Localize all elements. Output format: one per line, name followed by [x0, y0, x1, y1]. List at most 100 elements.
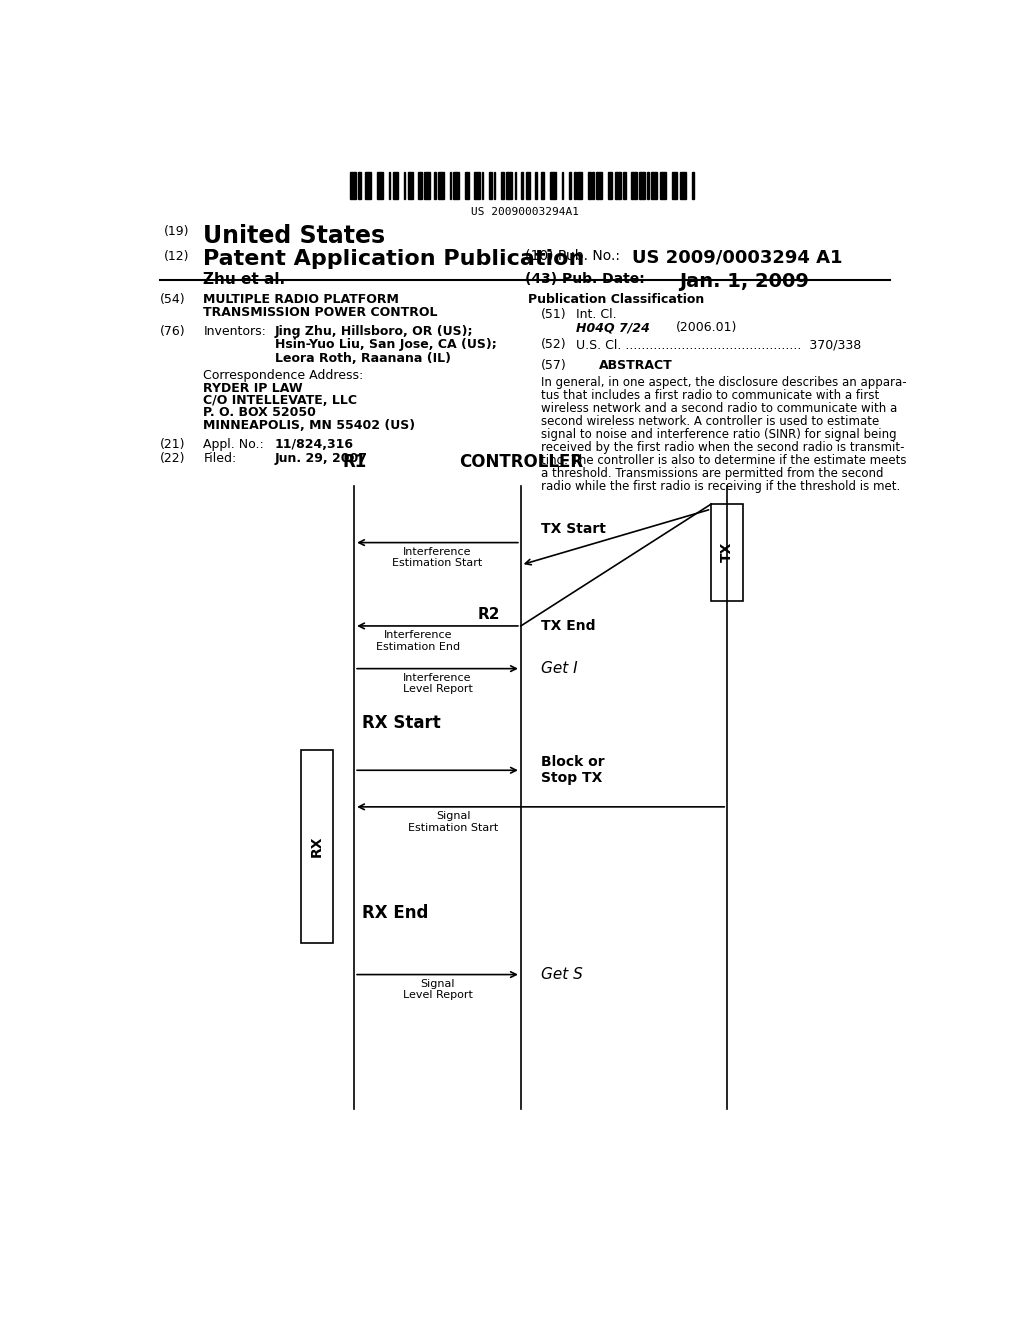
Text: In general, in one aspect, the disclosure describes an appara-: In general, in one aspect, the disclosur…: [541, 376, 906, 389]
Bar: [623, 172, 626, 199]
Bar: [596, 172, 602, 199]
Text: radio while the first radio is receiving if the threshold is met.: radio while the first radio is receiving…: [541, 480, 900, 492]
Bar: [515, 172, 516, 199]
Text: Zhu et al.: Zhu et al.: [204, 272, 286, 288]
Bar: [712, 504, 743, 601]
Bar: [680, 172, 686, 199]
Bar: [388, 172, 390, 199]
Text: (51): (51): [541, 308, 566, 321]
Bar: [588, 172, 591, 199]
Text: US 20090003294A1: US 20090003294A1: [471, 207, 579, 218]
Text: RX: RX: [310, 836, 324, 857]
Text: Get S: Get S: [541, 968, 583, 982]
Text: wireless network and a second radio to communicate with a: wireless network and a second radio to c…: [541, 401, 897, 414]
Text: (21): (21): [160, 438, 185, 451]
Text: Jan. 1, 2009: Jan. 1, 2009: [680, 272, 809, 292]
Bar: [651, 172, 657, 199]
Bar: [692, 172, 693, 199]
Bar: [393, 172, 398, 199]
Bar: [535, 172, 537, 199]
Bar: [450, 172, 452, 199]
Bar: [489, 172, 492, 199]
Text: tus that includes a first radio to communicate with a first: tus that includes a first radio to commu…: [541, 389, 879, 401]
Text: C/O INTELLEVATE, LLC: C/O INTELLEVATE, LLC: [204, 395, 357, 407]
Text: U.S. Cl. ............................................  370/338: U.S. Cl. ...............................…: [577, 338, 861, 351]
Text: Signal
Level Report: Signal Level Report: [402, 978, 472, 1001]
Bar: [639, 172, 645, 199]
Text: Filed:: Filed:: [204, 453, 237, 465]
Text: received by the first radio when the second radio is transmit-: received by the first radio when the sec…: [541, 441, 904, 454]
Text: R2: R2: [477, 607, 500, 622]
Text: Publication Classification: Publication Classification: [528, 293, 705, 305]
Bar: [615, 172, 621, 199]
Text: signal to noise and interference ratio (SINR) for signal being: signal to noise and interference ratio (…: [541, 428, 896, 441]
Text: RYDER IP LAW: RYDER IP LAW: [204, 381, 303, 395]
Text: second wireless network. A controller is used to estimate: second wireless network. A controller is…: [541, 414, 879, 428]
Bar: [434, 172, 436, 199]
Bar: [672, 172, 677, 199]
Text: Patent Application Publication: Patent Application Publication: [204, 249, 585, 269]
Bar: [301, 750, 333, 942]
Text: (12): (12): [164, 249, 189, 263]
Bar: [542, 172, 545, 199]
Text: RX End: RX End: [362, 904, 428, 921]
Text: Interference
Estimation Start: Interference Estimation Start: [392, 546, 482, 569]
Text: TX: TX: [720, 543, 734, 562]
Text: (52): (52): [541, 338, 566, 351]
Bar: [593, 172, 594, 199]
Text: CONTROLLER: CONTROLLER: [459, 454, 583, 471]
Text: Interference
Level Report: Interference Level Report: [402, 673, 472, 694]
Bar: [418, 172, 422, 199]
Text: Jun. 29, 2007: Jun. 29, 2007: [274, 453, 368, 465]
Bar: [502, 172, 504, 199]
Text: (19): (19): [164, 226, 189, 239]
Text: TX Start: TX Start: [541, 521, 605, 536]
Bar: [578, 172, 582, 199]
Text: RX Start: RX Start: [362, 714, 441, 731]
Text: MULTIPLE RADIO PLATFORM: MULTIPLE RADIO PLATFORM: [204, 293, 399, 305]
Bar: [474, 172, 480, 199]
Text: (57): (57): [541, 359, 566, 372]
Text: 11/824,316: 11/824,316: [274, 438, 354, 451]
Bar: [569, 172, 571, 199]
Text: Interference
Estimation End: Interference Estimation End: [376, 630, 460, 652]
Text: Block or
Stop TX: Block or Stop TX: [541, 755, 604, 785]
Text: Jing Zhu, Hillsboro, OR (US);: Jing Zhu, Hillsboro, OR (US);: [274, 325, 473, 338]
Bar: [659, 172, 666, 199]
Bar: [377, 172, 383, 199]
Text: (54): (54): [160, 293, 185, 305]
Text: TX End: TX End: [541, 619, 595, 634]
Text: ting. The controller is also to determine if the estimate meets: ting. The controller is also to determin…: [541, 454, 906, 467]
Bar: [438, 172, 443, 199]
Text: Get I: Get I: [541, 661, 578, 676]
Text: (76): (76): [160, 325, 185, 338]
Text: (43) Pub. Date:: (43) Pub. Date:: [524, 272, 644, 286]
Bar: [465, 172, 469, 199]
Bar: [521, 172, 523, 199]
Text: P. O. BOX 52050: P. O. BOX 52050: [204, 407, 316, 420]
Bar: [357, 172, 360, 199]
Text: (10) Pub. No.:: (10) Pub. No.:: [524, 249, 620, 263]
Bar: [424, 172, 430, 199]
Text: Int. Cl.: Int. Cl.: [577, 308, 617, 321]
Bar: [562, 172, 563, 199]
Text: Hsin-Yuo Liu, San Jose, CA (US);: Hsin-Yuo Liu, San Jose, CA (US);: [274, 338, 497, 351]
Bar: [632, 172, 637, 199]
Text: ABSTRACT: ABSTRACT: [599, 359, 673, 372]
Bar: [403, 172, 406, 199]
Text: a threshold. Transmissions are permitted from the second: a threshold. Transmissions are permitted…: [541, 467, 883, 480]
Bar: [525, 172, 530, 199]
Text: Appl. No.:: Appl. No.:: [204, 438, 264, 451]
Text: (2006.01): (2006.01): [676, 321, 737, 334]
Text: H04Q 7/24: H04Q 7/24: [577, 321, 650, 334]
Text: R1: R1: [342, 454, 367, 471]
Text: Inventors:: Inventors:: [204, 325, 266, 338]
Bar: [453, 172, 459, 199]
Bar: [494, 172, 496, 199]
Bar: [409, 172, 413, 199]
Text: Correspondence Address:: Correspondence Address:: [204, 368, 364, 381]
Bar: [573, 172, 575, 199]
Bar: [646, 172, 649, 199]
Bar: [350, 172, 356, 199]
Text: TRANSMISSION POWER CONTROL: TRANSMISSION POWER CONTROL: [204, 306, 438, 318]
